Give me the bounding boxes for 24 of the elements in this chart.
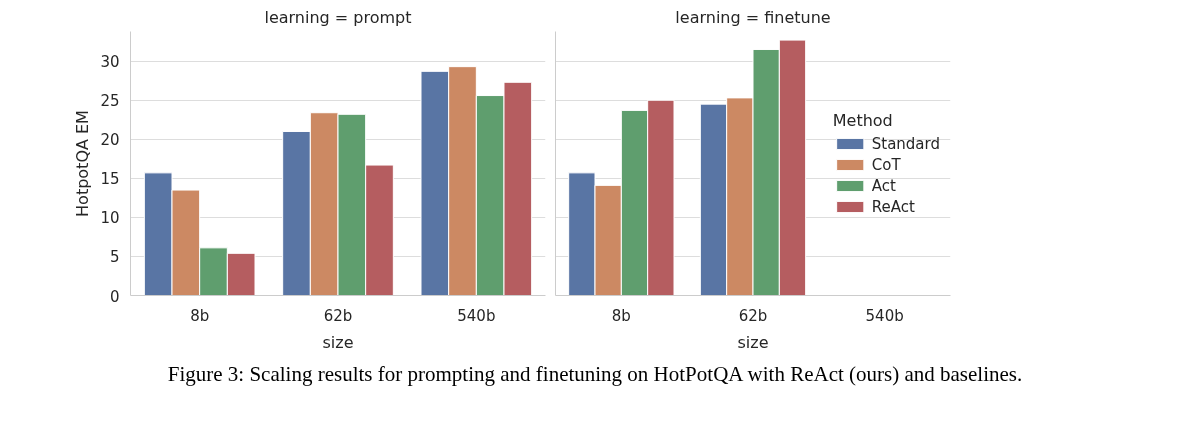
y-tick-label: 5 (109, 248, 120, 267)
x-tick-label: 8b (190, 306, 210, 325)
x-axis-title: size (737, 332, 769, 352)
legend-label: CoT (871, 155, 901, 174)
chart-title: learning = prompt (264, 7, 412, 27)
y-tick-label: 25 (100, 92, 120, 111)
y-tick-label: 15 (100, 170, 120, 189)
chart-title: learning = finetune (675, 7, 831, 27)
x-tick-label: 540b (457, 306, 496, 325)
x-tick-label: 8b (611, 306, 631, 325)
x-tick-label: 62b (323, 306, 353, 325)
y-axis-title: HotpotQA EM (73, 110, 93, 217)
caption: Figure 3: Scaling results for prompting and finetuning on HotPotQA with ReAct (ours) and baselines. (167, 361, 1023, 388)
y-tick-label: 10 (100, 209, 120, 228)
x-tick-label: 62b (738, 306, 768, 325)
legend-label: Standard (871, 134, 940, 153)
y-tick-label: 0 (109, 287, 120, 306)
y-tick-label: 20 (100, 131, 120, 150)
legend-label: Act (871, 176, 896, 195)
x-tick-label: 540b (865, 306, 904, 325)
y-tick-label: 30 (100, 53, 120, 72)
legend-label: ReAct (871, 197, 915, 216)
x-axis-title: size (322, 332, 354, 352)
legend-title: Method (832, 110, 894, 130)
